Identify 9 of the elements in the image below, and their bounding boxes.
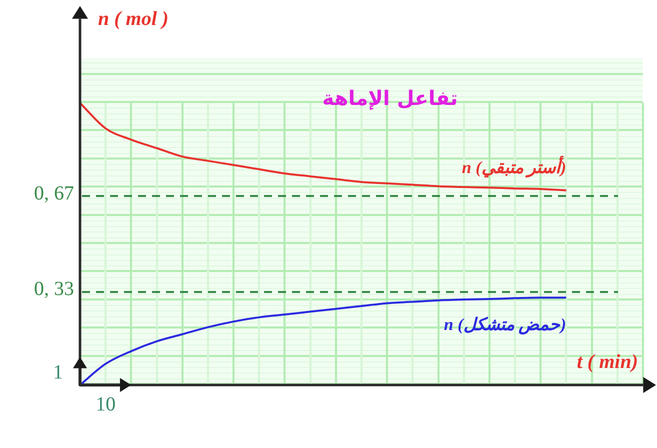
ref-line-label: 0, 67 [34, 182, 74, 204]
ref-line-label: 0, 33 [34, 278, 74, 300]
text: 1 [53, 361, 63, 384]
x-axis-title: t ( min) [576, 351, 638, 374]
text: 10 [96, 393, 116, 416]
series-label: n (حمض متشكل) [444, 314, 566, 335]
series-label: n (أستر متبقي) [462, 154, 566, 178]
chart-title: تفاعل الإماهة [322, 86, 458, 110]
y-axis-title: n ( mol ) [98, 8, 169, 30]
